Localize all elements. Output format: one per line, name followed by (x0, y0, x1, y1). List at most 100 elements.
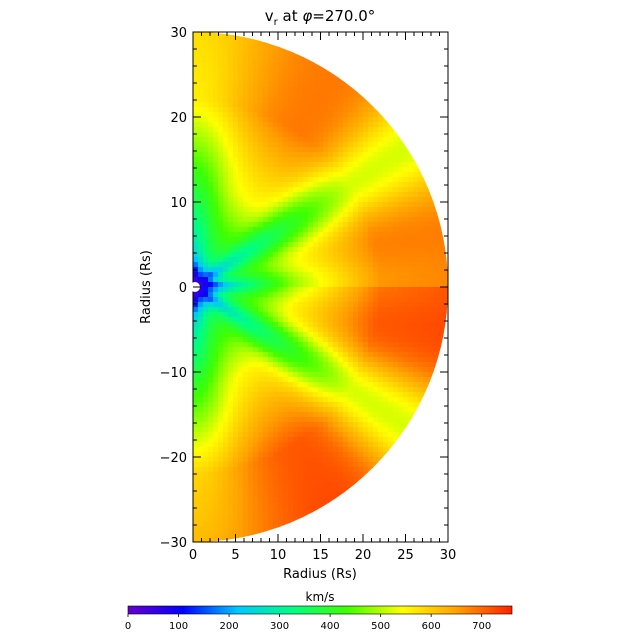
heatmap-cell (258, 372, 264, 378)
heatmap-cell (193, 197, 199, 203)
heatmap-cell (283, 412, 289, 418)
heatmap-cell (328, 477, 334, 483)
heatmap-cell (373, 452, 379, 458)
heatmap-cell (273, 497, 279, 503)
heatmap-cell (218, 502, 224, 508)
heatmap-cell (413, 277, 419, 283)
heatmap-cell (238, 372, 244, 378)
heatmap-cell (278, 87, 284, 93)
heatmap-cell (228, 252, 234, 258)
heatmap-cell (203, 522, 209, 528)
heatmap-cell (228, 387, 234, 393)
heatmap-cell (423, 312, 429, 318)
heatmap-cell (303, 77, 309, 83)
heatmap-cell (423, 197, 429, 203)
heatmap-cell (273, 167, 279, 173)
heatmap-cell (368, 232, 374, 238)
heatmap-cell (198, 377, 204, 383)
heatmap-cell (198, 57, 204, 63)
heatmap-cell (218, 87, 224, 93)
heatmap-cell (438, 327, 444, 333)
heatmap-cell (348, 382, 354, 388)
heatmap-cell (433, 222, 439, 228)
heatmap-cell (243, 227, 249, 233)
heatmap-cell (383, 332, 389, 338)
heatmap-cell (208, 102, 214, 108)
heatmap-cell (218, 367, 224, 373)
heatmap-cell (218, 187, 224, 193)
heatmap-cell (333, 67, 339, 73)
heatmap-cell (318, 272, 324, 278)
heatmap-cell (208, 47, 214, 53)
heatmap-cell (348, 302, 354, 308)
heatmap-cell (398, 307, 404, 313)
heatmap-cell (378, 262, 384, 268)
heatmap-cell (198, 317, 204, 323)
heatmap-cell (213, 142, 219, 148)
heatmap-cell (223, 147, 229, 153)
heatmap-cell (418, 367, 424, 373)
heatmap-cell (203, 457, 209, 463)
heatmap-cell (408, 177, 414, 183)
heatmap-cell (348, 232, 354, 238)
heatmap-cell (403, 192, 409, 198)
heatmap-cell (323, 292, 329, 298)
heatmap-cell (213, 367, 219, 373)
heatmap-cell (298, 277, 304, 283)
heatmap-cell (428, 362, 434, 368)
heatmap-cell (253, 397, 259, 403)
heatmap-cell (288, 457, 294, 463)
heatmap-cell (233, 92, 239, 98)
heatmap-cell (248, 487, 254, 493)
heatmap-cell (238, 342, 244, 348)
heatmap-cell (348, 372, 354, 378)
heatmap-cell (193, 87, 199, 93)
heatmap-cell (298, 437, 304, 443)
heatmap-cell (323, 352, 329, 358)
heatmap-cell (338, 307, 344, 313)
heatmap-cell (413, 202, 419, 208)
heatmap-cell (218, 477, 224, 483)
heatmap-cell (293, 487, 299, 493)
heatmap-cell (293, 262, 299, 268)
heatmap-cell (243, 112, 249, 118)
heatmap-cell (358, 172, 364, 178)
heatmap-cell (268, 532, 274, 538)
heatmap-cell (343, 357, 349, 363)
heatmap-cell (293, 152, 299, 158)
heatmap-cell (278, 137, 284, 143)
heatmap-cell (333, 182, 339, 188)
heatmap-cell (268, 162, 274, 168)
heatmap-cell (433, 337, 439, 343)
heatmap-cell (298, 312, 304, 318)
heatmap-cell (218, 412, 224, 418)
heatmap-cell (368, 352, 374, 358)
heatmap-cell (223, 447, 229, 453)
heatmap-cell (233, 507, 239, 513)
heatmap-cell (218, 37, 224, 43)
heatmap-cell (238, 252, 244, 258)
heatmap-cell (268, 397, 274, 403)
heatmap-cell (288, 402, 294, 408)
heatmap-cell (303, 302, 309, 308)
heatmap-cell (198, 32, 204, 38)
heatmap-cell (298, 457, 304, 463)
heatmap-cell (348, 307, 354, 313)
heatmap-cell (373, 152, 379, 158)
heatmap-cell (223, 187, 229, 193)
heatmap-cell (203, 157, 209, 163)
heatmap-cell (338, 472, 344, 478)
heatmap-cell (288, 407, 294, 413)
heatmap-cell (258, 417, 264, 423)
heatmap-cell (278, 412, 284, 418)
heatmap-cell (223, 532, 229, 538)
heatmap-cell (258, 347, 264, 353)
heatmap-cell (228, 207, 234, 213)
heatmap-cell (363, 247, 369, 253)
heatmap-cell (233, 392, 239, 398)
heatmap-cell (198, 127, 204, 133)
heatmap-cell (393, 157, 399, 163)
heatmap-cell (393, 177, 399, 183)
heatmap-cell (283, 362, 289, 368)
heatmap-cell (298, 352, 304, 358)
